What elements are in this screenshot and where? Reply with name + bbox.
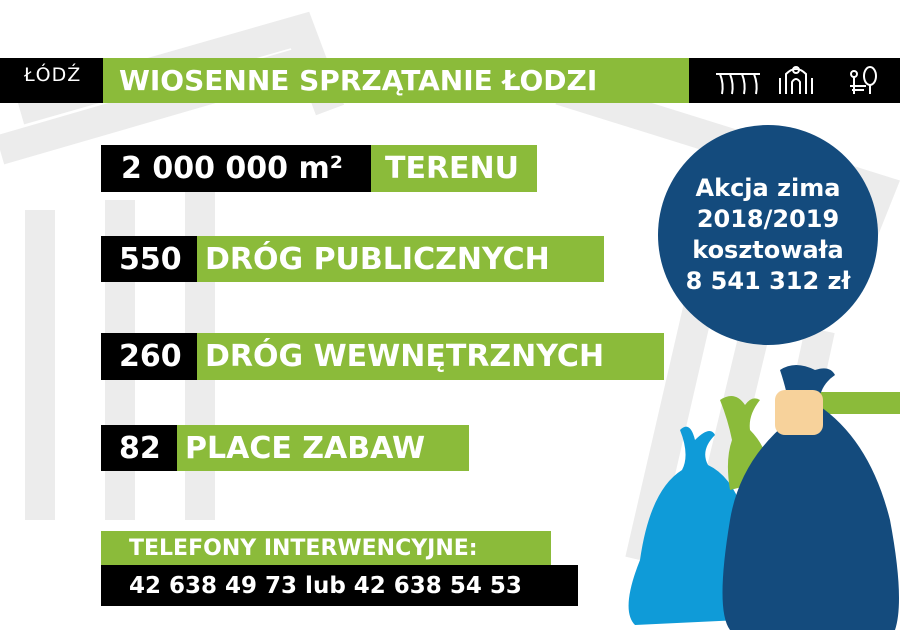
stat-label-internal-roads: DRÓG WEWNĘTRZNYCH — [197, 333, 664, 380]
stat-value-public-roads: 550 — [101, 236, 197, 282]
stat-value-area: 2 000 000 m² — [101, 145, 371, 192]
stat-label-public-roads: DRÓG PUBLICZNYCH — [197, 236, 604, 282]
circle-line-1: Akcja zima — [695, 174, 841, 202]
stat-label-area: TERENU — [371, 145, 537, 192]
header-icons — [712, 64, 882, 98]
stat-label-playgrounds: PLACE ZABAW — [177, 425, 469, 471]
hand — [775, 390, 823, 435]
circle-line-2: 2018/2019 — [696, 205, 840, 233]
phones-label: TELEFONY INTERWENCYJNE: — [101, 531, 551, 565]
stat-value-internal-roads: 260 — [101, 333, 197, 380]
winter-cost-badge: Akcja zima 2018/2019 kosztowała 8 541 31… — [658, 125, 878, 345]
park-bench-tree-icon — [850, 66, 877, 94]
gate-icon — [779, 66, 813, 94]
lodz-logo: ŁÓDŹ — [24, 64, 82, 86]
light-blue-bag — [628, 426, 750, 625]
trash-bags-illustration — [620, 360, 900, 636]
circle-line-3: kosztowała — [692, 236, 844, 264]
header-title: WIOSENNE SPRZĄTANIE ŁODZI — [103, 58, 689, 103]
phones-numbers: 42 638 49 73 lub 42 638 54 53 — [101, 565, 578, 606]
stat-value-playgrounds: 82 — [101, 425, 177, 471]
circle-line-4: 8 541 312 zł — [685, 267, 851, 295]
arches-icon — [716, 73, 760, 95]
navy-bag — [722, 365, 899, 630]
